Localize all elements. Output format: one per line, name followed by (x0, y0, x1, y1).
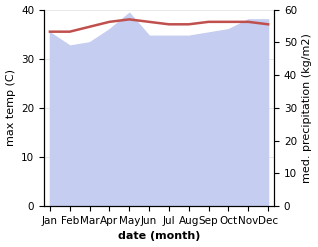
X-axis label: date (month): date (month) (118, 231, 200, 242)
Y-axis label: max temp (C): max temp (C) (5, 69, 16, 146)
Y-axis label: med. precipitation (kg/m2): med. precipitation (kg/m2) (302, 33, 313, 183)
